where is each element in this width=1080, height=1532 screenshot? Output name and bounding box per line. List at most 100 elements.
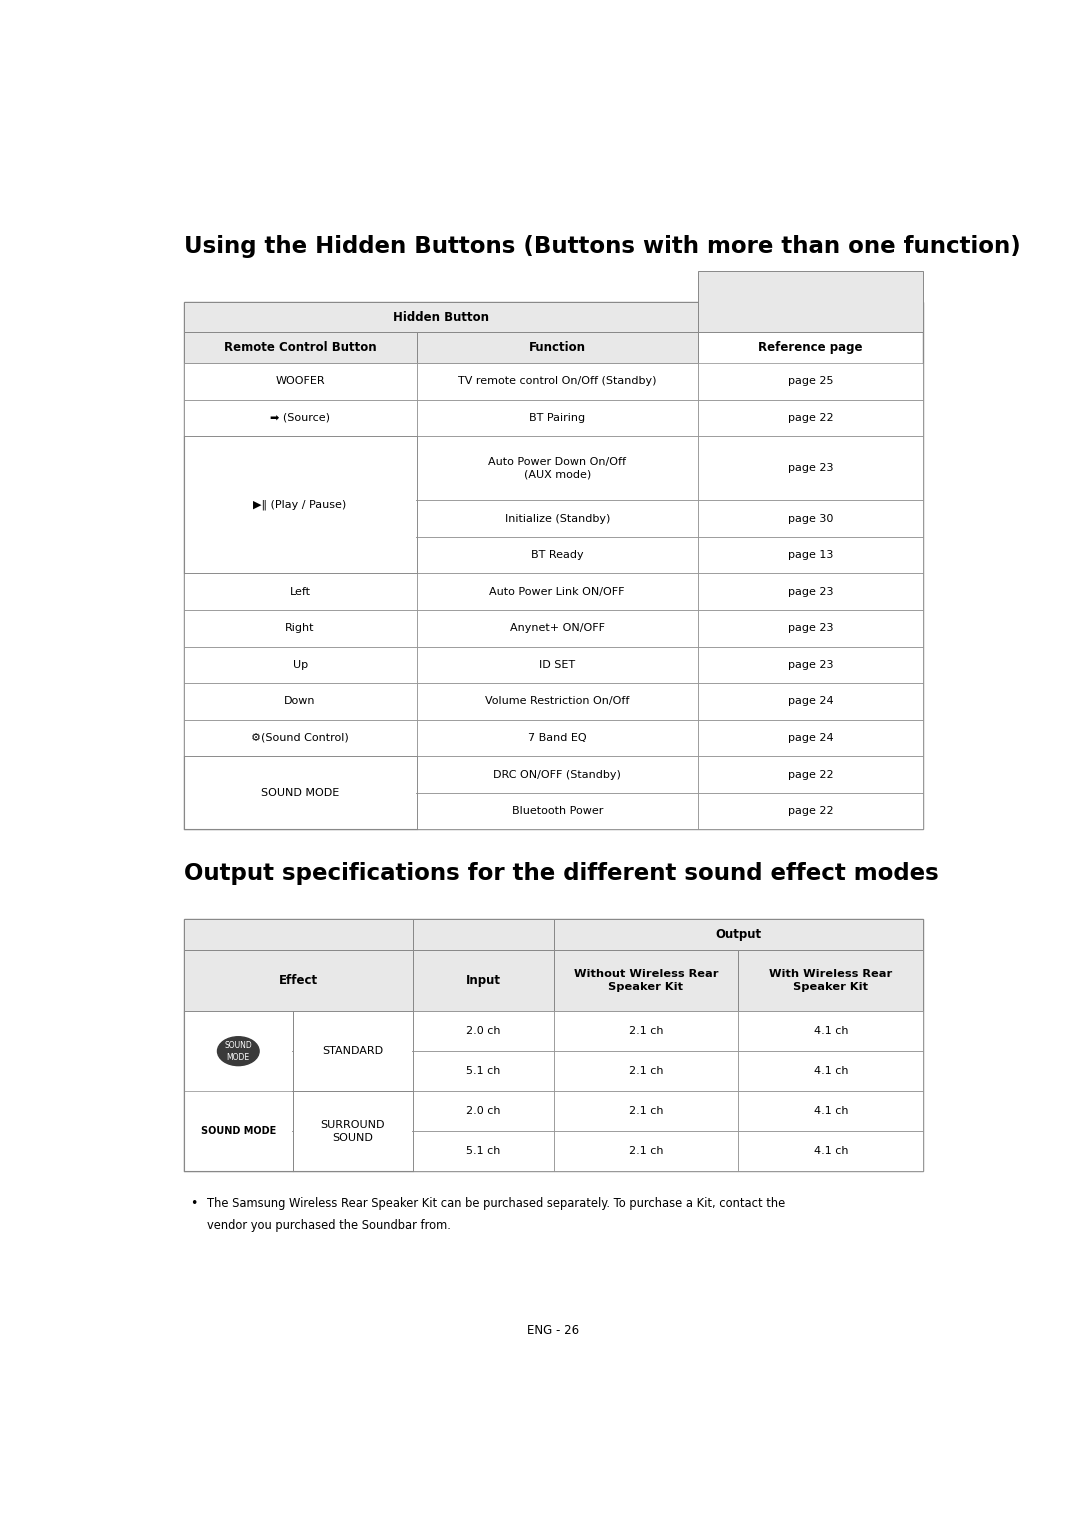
Bar [698, 683, 923, 720]
Text: Bluetooth Power: Bluetooth Power [512, 806, 603, 817]
Text: Initialize (Standby): Initialize (Standby) [504, 513, 610, 524]
Bar [293, 1132, 413, 1172]
Bar [413, 1051, 554, 1091]
Text: 2.1 ch: 2.1 ch [629, 1146, 663, 1157]
Text: Effect: Effect [279, 974, 318, 987]
Text: 4.1 ch: 4.1 ch [813, 1066, 848, 1075]
Bar [739, 1011, 923, 1051]
Bar [698, 271, 923, 332]
Text: STANDARD: STANDARD [323, 1046, 383, 1056]
Text: 2.0 ch: 2.0 ch [465, 1106, 500, 1117]
Bar [698, 647, 923, 683]
Bar [293, 1091, 413, 1132]
Text: 4.1 ch: 4.1 ch [813, 1106, 848, 1117]
Text: ➡ (Source): ➡ (Source) [270, 414, 330, 423]
Text: page 24: page 24 [787, 732, 834, 743]
Bar [698, 610, 923, 647]
Bar [698, 437, 923, 501]
Text: ⚙(Sound Control): ⚙(Sound Control) [252, 732, 349, 743]
Text: page 25: page 25 [788, 377, 834, 386]
Bar [698, 573, 923, 610]
Text: page 23: page 23 [788, 624, 834, 633]
Text: MODE: MODE [227, 1052, 249, 1062]
Text: page 13: page 13 [788, 550, 834, 561]
Bar [417, 573, 698, 610]
Bar [417, 610, 698, 647]
Bar [184, 501, 417, 536]
Text: 5.1 ch: 5.1 ch [467, 1146, 500, 1157]
Text: Right: Right [285, 624, 315, 633]
Bar [184, 332, 417, 363]
Bar [417, 437, 698, 501]
Bar [184, 302, 923, 829]
Bar [698, 501, 923, 536]
Bar [184, 720, 417, 757]
Text: Function: Function [529, 342, 585, 354]
Bar [739, 1091, 923, 1132]
Bar [413, 1011, 554, 1051]
Text: ▶‖ (Play / Pause): ▶‖ (Play / Pause) [254, 499, 347, 510]
Bar [184, 647, 417, 683]
Text: SURROUND
SOUND: SURROUND SOUND [321, 1120, 386, 1143]
Text: vendor you purchased the Soundbar from.: vendor you purchased the Soundbar from. [207, 1218, 450, 1232]
Text: •: • [190, 1198, 198, 1210]
Bar [417, 363, 698, 400]
Bar [185, 757, 416, 829]
Text: 4.1 ch: 4.1 ch [813, 1026, 848, 1036]
Text: 2.1 ch: 2.1 ch [629, 1106, 663, 1117]
Bar [184, 363, 417, 400]
Bar [417, 720, 698, 757]
Text: With Wireless Rear
Speaker Kit: With Wireless Rear Speaker Kit [769, 968, 892, 993]
Bar [698, 363, 923, 400]
Text: Auto Power Down On/Off
(AUX mode): Auto Power Down On/Off (AUX mode) [488, 457, 626, 480]
Bar [417, 794, 698, 829]
Text: page 23: page 23 [788, 587, 834, 596]
Text: 2.1 ch: 2.1 ch [629, 1066, 663, 1075]
Text: The Samsung Wireless Rear Speaker Kit can be purchased separately. To purchase a: The Samsung Wireless Rear Speaker Kit ca… [207, 1198, 785, 1210]
Bar [184, 536, 417, 573]
Bar [417, 683, 698, 720]
Text: page 22: page 22 [787, 769, 834, 780]
Text: 4.1 ch: 4.1 ch [813, 1146, 848, 1157]
Bar [554, 950, 739, 1011]
Bar [554, 919, 923, 950]
Bar [413, 919, 554, 950]
Bar [184, 794, 417, 829]
Text: page 23: page 23 [788, 463, 834, 473]
Bar [184, 1091, 293, 1132]
Bar [739, 950, 923, 1011]
Text: Remote Control Button: Remote Control Button [224, 342, 377, 354]
Bar [184, 302, 698, 332]
Bar [698, 720, 923, 757]
Text: Up: Up [293, 660, 308, 669]
Text: Input: Input [465, 974, 501, 987]
Text: Output specifications for the different sound effect modes: Output specifications for the different … [184, 863, 939, 885]
Text: TV remote control On/Off (Standby): TV remote control On/Off (Standby) [458, 377, 657, 386]
Bar [184, 400, 417, 437]
Text: page 23: page 23 [788, 660, 834, 669]
Bar [698, 400, 923, 437]
Bar [294, 1092, 413, 1170]
Text: page 24: page 24 [787, 697, 834, 706]
Ellipse shape [217, 1037, 259, 1066]
Bar [184, 919, 923, 1172]
Bar [185, 1011, 293, 1170]
Bar [698, 794, 923, 829]
Bar [698, 536, 923, 573]
Text: ENG - 26: ENG - 26 [527, 1324, 580, 1337]
Bar [184, 610, 417, 647]
Bar [184, 573, 417, 610]
Bar [413, 950, 554, 1011]
Bar [417, 647, 698, 683]
Bar [554, 1051, 739, 1091]
Bar [417, 400, 698, 437]
Text: Left: Left [289, 587, 311, 596]
Bar [554, 1011, 739, 1051]
Text: 2.1 ch: 2.1 ch [629, 1026, 663, 1036]
Bar [417, 332, 698, 363]
Bar [413, 1091, 554, 1132]
Text: SOUND: SOUND [225, 1042, 252, 1051]
Bar [184, 757, 417, 794]
Bar [417, 536, 698, 573]
Bar [294, 1011, 413, 1091]
